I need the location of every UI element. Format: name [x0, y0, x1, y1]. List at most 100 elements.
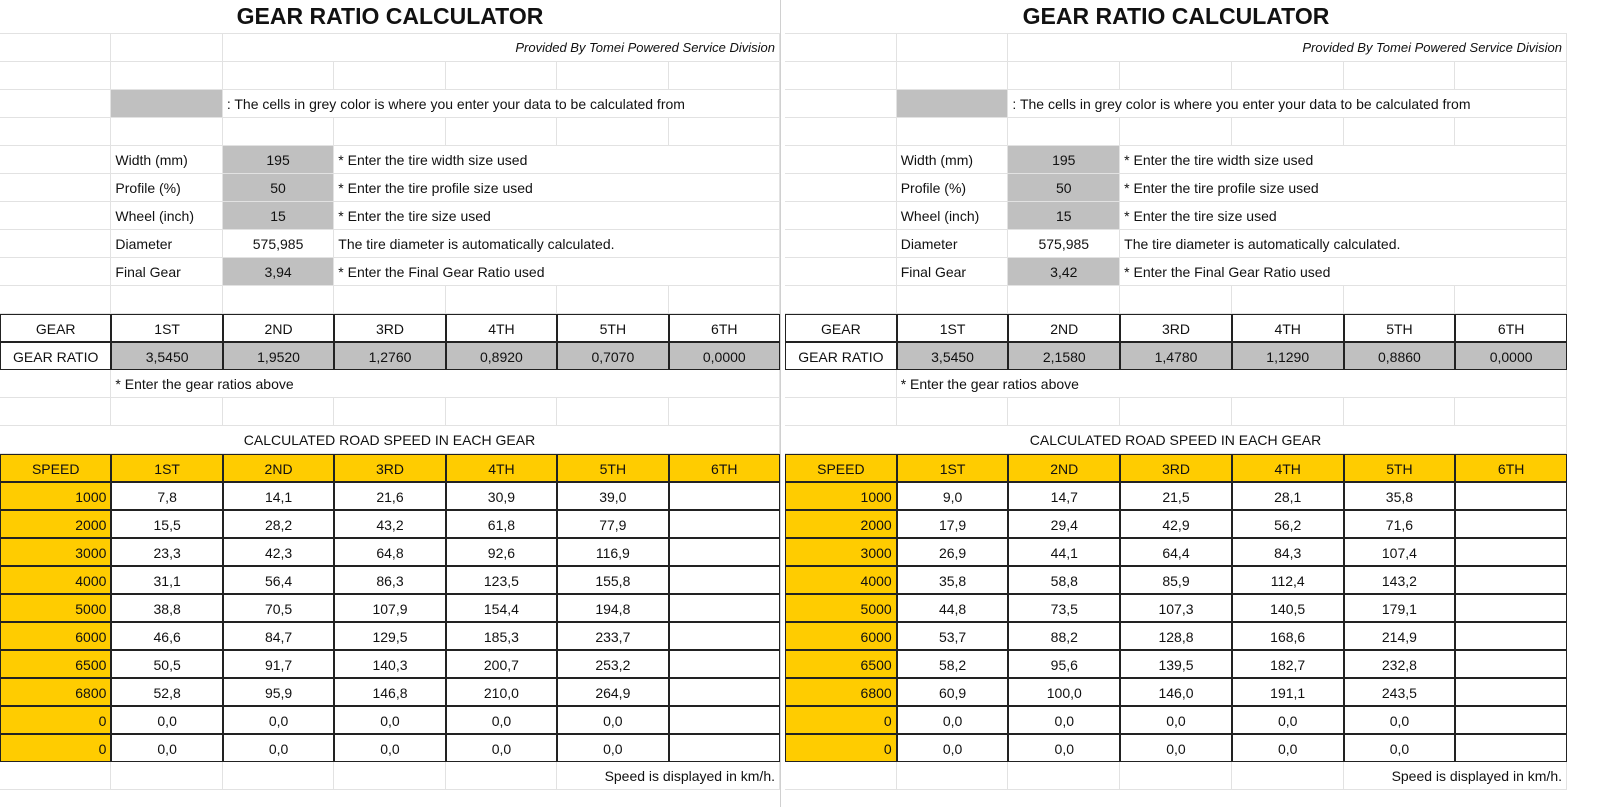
- cell[interactable]: [1343, 398, 1456, 426]
- gear-ratio-input[interactable]: 0,0000: [668, 342, 780, 370]
- input-field[interactable]: 195: [1008, 146, 1121, 174]
- cell[interactable]: [557, 398, 669, 426]
- cell[interactable]: [111, 62, 223, 90]
- cell[interactable]: [1343, 118, 1456, 146]
- cell[interactable]: [896, 62, 1009, 90]
- cell[interactable]: [1231, 62, 1344, 90]
- cell[interactable]: [1120, 118, 1232, 146]
- cell[interactable]: [785, 62, 897, 90]
- cell[interactable]: [334, 62, 446, 90]
- cell[interactable]: [896, 398, 1009, 426]
- cell[interactable]: [111, 118, 223, 146]
- gear-ratio-input[interactable]: 1,2760: [334, 342, 446, 370]
- cell[interactable]: [1455, 398, 1567, 426]
- cell[interactable]: [0, 34, 112, 62]
- cell[interactable]: [1120, 398, 1232, 426]
- cell[interactable]: [445, 118, 558, 146]
- cell[interactable]: [0, 62, 112, 90]
- cell[interactable]: [0, 258, 112, 286]
- gear-ratio-input[interactable]: 3,5450: [896, 342, 1009, 370]
- input-field[interactable]: 15: [1008, 202, 1121, 230]
- cell[interactable]: [1008, 118, 1121, 146]
- cell[interactable]: [896, 34, 1009, 62]
- input-field[interactable]: 3,42: [1008, 258, 1121, 286]
- gear-ratio-input[interactable]: 1,4780: [1120, 342, 1232, 370]
- cell[interactable]: [111, 286, 223, 314]
- cell[interactable]: [1231, 286, 1344, 314]
- cell[interactable]: [785, 398, 897, 426]
- input-field[interactable]: 50: [1008, 174, 1121, 202]
- gear-ratio-input[interactable]: 0,8860: [1343, 342, 1456, 370]
- cell[interactable]: [1231, 118, 1344, 146]
- cell[interactable]: [785, 146, 897, 174]
- gear-ratio-input[interactable]: 1,1290: [1231, 342, 1344, 370]
- cell[interactable]: [668, 118, 780, 146]
- cell[interactable]: [111, 34, 223, 62]
- cell[interactable]: [668, 62, 780, 90]
- cell[interactable]: [557, 62, 669, 90]
- cell[interactable]: [785, 370, 897, 398]
- cell[interactable]: [557, 286, 669, 314]
- cell[interactable]: [1008, 62, 1121, 90]
- gear-ratio-input[interactable]: 1,9520: [222, 342, 335, 370]
- input-field[interactable]: 15: [222, 202, 335, 230]
- cell[interactable]: [1343, 62, 1456, 90]
- cell[interactable]: [0, 118, 112, 146]
- gear-ratio-input[interactable]: 3,5450: [111, 342, 223, 370]
- cell[interactable]: [0, 90, 112, 118]
- gear-ratio-input[interactable]: 0,8920: [445, 342, 558, 370]
- cell[interactable]: [1455, 62, 1567, 90]
- cell[interactable]: [222, 398, 335, 426]
- cell[interactable]: [0, 286, 112, 314]
- cell[interactable]: [222, 286, 335, 314]
- cell[interactable]: [785, 230, 897, 258]
- cell[interactable]: [445, 762, 558, 790]
- cell[interactable]: [0, 762, 112, 790]
- input-field[interactable]: 3,94: [222, 258, 335, 286]
- cell[interactable]: [222, 118, 335, 146]
- cell[interactable]: [1343, 286, 1456, 314]
- cell[interactable]: [785, 762, 897, 790]
- cell[interactable]: [785, 118, 897, 146]
- cell[interactable]: [0, 174, 112, 202]
- cell[interactable]: [1120, 762, 1232, 790]
- cell[interactable]: [1120, 62, 1232, 90]
- cell[interactable]: [445, 286, 558, 314]
- cell[interactable]: [785, 258, 897, 286]
- cell[interactable]: [1008, 762, 1121, 790]
- cell[interactable]: [785, 174, 897, 202]
- cell[interactable]: [668, 286, 780, 314]
- cell[interactable]: [896, 118, 1009, 146]
- cell[interactable]: [896, 286, 1009, 314]
- cell[interactable]: [445, 62, 558, 90]
- cell[interactable]: [785, 90, 897, 118]
- gear-ratio-input[interactable]: 2,1580: [1008, 342, 1121, 370]
- cell[interactable]: [1120, 286, 1232, 314]
- input-field[interactable]: 50: [222, 174, 335, 202]
- cell[interactable]: [0, 370, 112, 398]
- cell[interactable]: [222, 62, 335, 90]
- cell[interactable]: [0, 202, 112, 230]
- cell[interactable]: [1008, 398, 1121, 426]
- cell[interactable]: [1455, 286, 1567, 314]
- cell[interactable]: [0, 230, 112, 258]
- cell[interactable]: [785, 202, 897, 230]
- cell[interactable]: [1231, 398, 1344, 426]
- cell[interactable]: [668, 398, 780, 426]
- gear-ratio-input[interactable]: 0,7070: [557, 342, 669, 370]
- cell[interactable]: [334, 762, 446, 790]
- cell[interactable]: [334, 398, 446, 426]
- cell[interactable]: [111, 762, 223, 790]
- cell[interactable]: [557, 118, 669, 146]
- cell[interactable]: [785, 286, 897, 314]
- cell[interactable]: [1008, 286, 1121, 314]
- cell[interactable]: [0, 398, 112, 426]
- cell[interactable]: [222, 762, 335, 790]
- cell[interactable]: [334, 286, 446, 314]
- cell[interactable]: [111, 398, 223, 426]
- input-field[interactable]: 195: [222, 146, 335, 174]
- cell[interactable]: [445, 398, 558, 426]
- cell[interactable]: [896, 762, 1009, 790]
- cell[interactable]: [785, 34, 897, 62]
- gear-ratio-input[interactable]: 0,0000: [1455, 342, 1567, 370]
